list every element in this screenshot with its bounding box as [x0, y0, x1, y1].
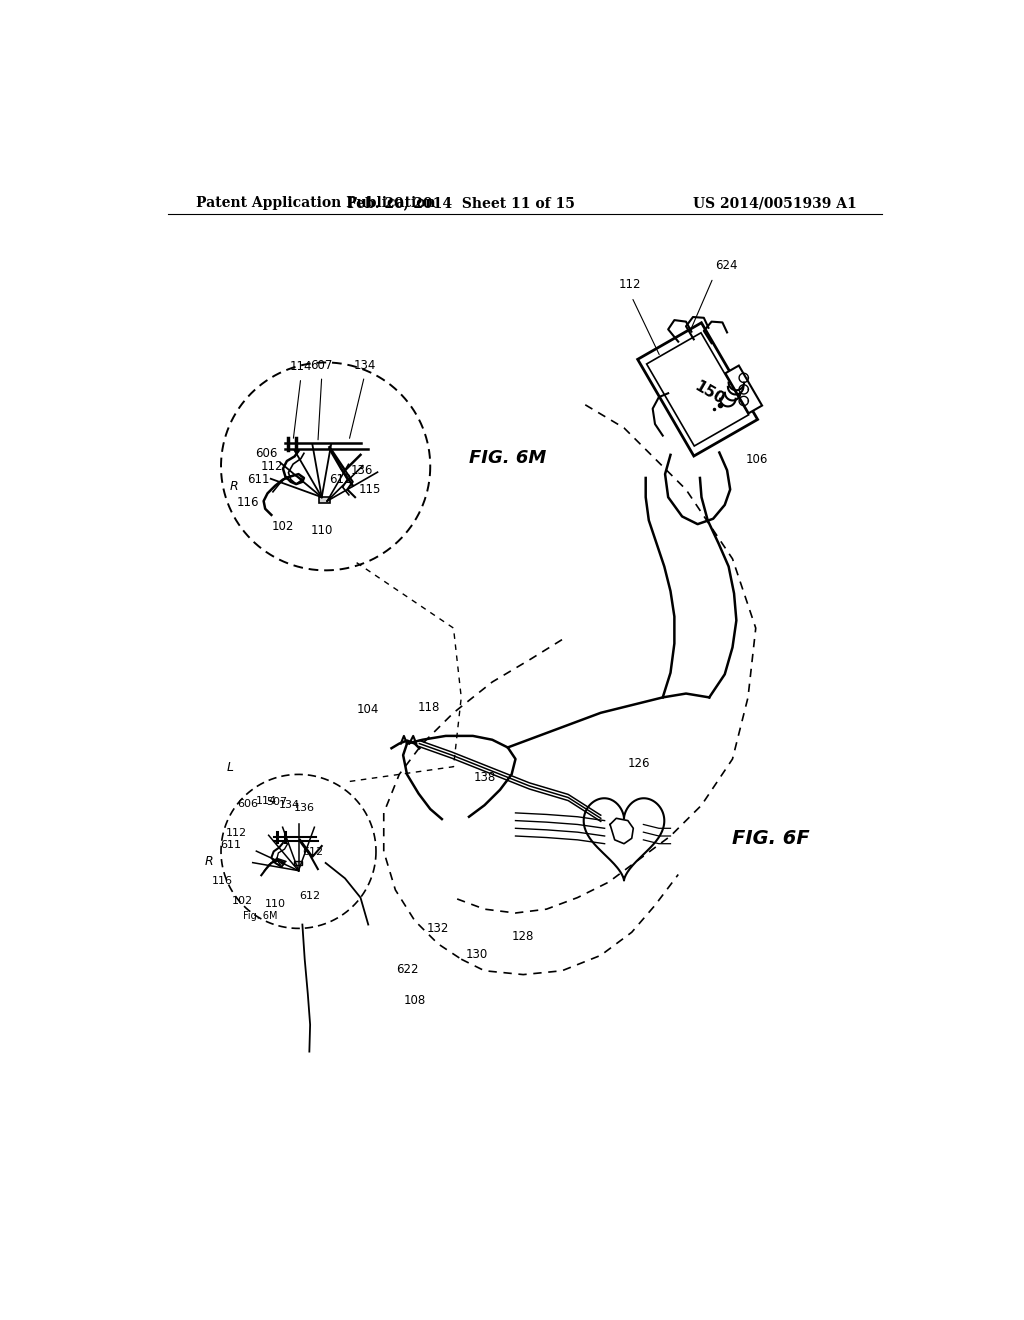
Text: 104: 104 [357, 702, 380, 715]
Text: Feb. 20, 2014  Sheet 11 of 15: Feb. 20, 2014 Sheet 11 of 15 [347, 197, 575, 210]
Text: 114: 114 [290, 360, 312, 374]
Text: 624: 624 [715, 259, 737, 272]
Text: 115: 115 [358, 483, 381, 496]
Text: 112: 112 [260, 461, 283, 474]
Text: US 2014/0051939 A1: US 2014/0051939 A1 [693, 197, 856, 210]
Text: 136: 136 [350, 465, 373, 477]
Text: 116: 116 [237, 496, 259, 510]
Text: 126: 126 [628, 756, 650, 770]
Polygon shape [638, 323, 758, 455]
Text: 128: 128 [512, 931, 535, 942]
Text: 116: 116 [212, 875, 233, 886]
Text: 606: 606 [238, 799, 259, 809]
Text: 114: 114 [255, 796, 276, 805]
Text: 607: 607 [310, 359, 333, 372]
Text: L: L [226, 760, 233, 774]
Text: R: R [229, 479, 239, 492]
Text: 612: 612 [302, 847, 323, 857]
Text: 134: 134 [353, 359, 376, 372]
Text: 130: 130 [466, 948, 487, 961]
Polygon shape [725, 366, 762, 413]
Text: 110: 110 [265, 899, 286, 909]
Text: 622: 622 [395, 964, 418, 975]
Text: 110: 110 [310, 524, 333, 537]
Text: 132: 132 [427, 923, 450, 936]
Text: 112: 112 [226, 828, 247, 838]
Text: 112: 112 [618, 277, 641, 290]
Text: Patent Application Publication: Patent Application Publication [197, 197, 436, 210]
Text: 612: 612 [330, 474, 352, 486]
Text: Fig. 6M: Fig. 6M [243, 911, 278, 921]
Bar [319, 498, 331, 503]
Text: 612: 612 [300, 891, 321, 902]
Text: 108: 108 [403, 994, 426, 1007]
Text: 606: 606 [255, 447, 278, 461]
Text: 611: 611 [248, 474, 270, 486]
Text: 611: 611 [220, 840, 241, 850]
Text: FIG. 6F: FIG. 6F [732, 829, 810, 847]
Text: R: R [205, 855, 214, 869]
Text: 138: 138 [473, 771, 496, 784]
Bar [294, 861, 302, 866]
Text: 136: 136 [294, 804, 315, 813]
Text: 102: 102 [271, 520, 294, 532]
Text: 106: 106 [745, 453, 768, 466]
Text: 507: 507 [266, 797, 288, 808]
Text: FIG. 6M: FIG. 6M [469, 449, 546, 466]
Text: 134: 134 [279, 800, 300, 810]
Text: 118: 118 [418, 701, 440, 714]
Text: 150: 150 [692, 379, 727, 408]
Text: 102: 102 [232, 896, 253, 906]
